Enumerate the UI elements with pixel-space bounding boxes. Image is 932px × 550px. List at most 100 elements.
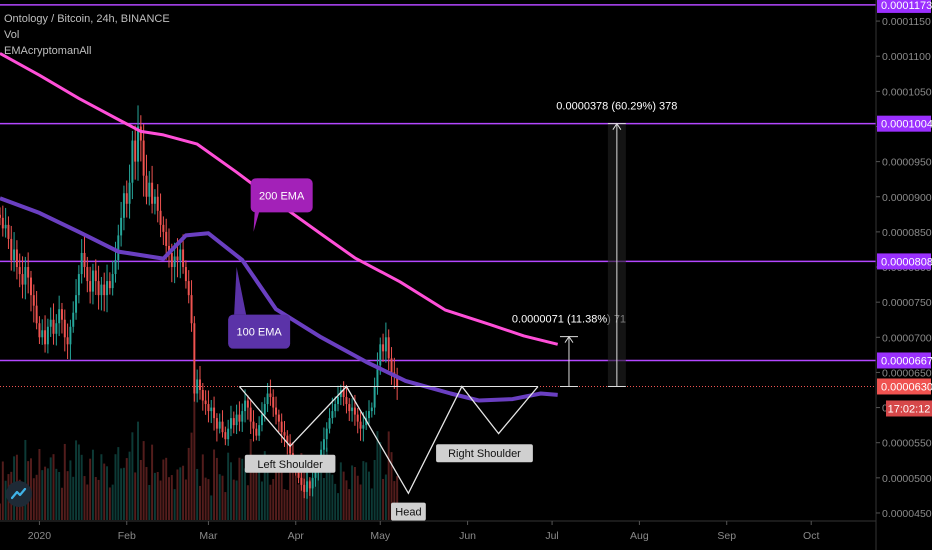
candle bbox=[246, 395, 249, 420]
candle-body bbox=[308, 481, 311, 489]
candle-body bbox=[86, 267, 89, 282]
candle-body bbox=[390, 358, 393, 373]
volume-bar bbox=[207, 479, 210, 520]
candle bbox=[373, 377, 376, 415]
volume-bar bbox=[362, 461, 365, 520]
candle-body bbox=[199, 379, 201, 390]
volume-bar bbox=[229, 462, 232, 520]
candle-body bbox=[142, 140, 145, 176]
candle-body bbox=[63, 319, 66, 338]
volume-bar bbox=[224, 492, 227, 520]
candle-body bbox=[314, 470, 317, 478]
volume-bar bbox=[139, 460, 142, 520]
candle-body bbox=[272, 397, 275, 408]
volume-bar bbox=[246, 485, 249, 520]
candle-body bbox=[266, 393, 269, 405]
candle-body bbox=[100, 284, 103, 296]
candle-body bbox=[44, 330, 47, 345]
price-tag-box bbox=[877, 378, 931, 395]
time-tick-label: Aug bbox=[630, 530, 649, 542]
volume-bar bbox=[72, 476, 75, 520]
time-tick-label: Mar bbox=[199, 530, 218, 542]
candle-body bbox=[29, 277, 32, 296]
volume-indicator-label[interactable]: Vol bbox=[4, 29, 20, 41]
candle bbox=[80, 239, 83, 284]
candle bbox=[10, 225, 13, 271]
candle-body bbox=[260, 414, 263, 426]
price-tick-label: 0.0000850 bbox=[882, 227, 932, 239]
candle bbox=[52, 303, 55, 345]
candle bbox=[18, 253, 21, 288]
candle bbox=[196, 369, 199, 403]
price-tag: 0.0000667 bbox=[877, 352, 932, 369]
candle-body bbox=[275, 407, 278, 415]
candle bbox=[139, 115, 142, 162]
candle bbox=[55, 314, 58, 346]
volume-bar bbox=[396, 476, 399, 520]
candle-body bbox=[384, 337, 387, 352]
measure-small-arrow bbox=[564, 335, 574, 343]
candle-body bbox=[187, 281, 190, 296]
volume-bar bbox=[322, 478, 325, 520]
candle bbox=[303, 478, 306, 499]
candle bbox=[89, 266, 92, 304]
candle bbox=[66, 323, 69, 360]
candle-body bbox=[159, 210, 162, 225]
ema200-label-text: 200 EMA bbox=[259, 190, 305, 202]
shoulder-label-box bbox=[391, 502, 426, 521]
candle bbox=[24, 256, 27, 300]
volume-bar bbox=[342, 471, 345, 520]
measure-large-text: 0.0000378 (60.29%) 378 bbox=[556, 101, 677, 113]
volume-bar bbox=[266, 460, 269, 520]
time-axis: 2020 Feb Mar Apr May Jun Jul Aug Sep Oct bbox=[0, 520, 876, 542]
candle bbox=[63, 309, 66, 352]
measure-large: 0.0000378 (60.29%) 378 bbox=[556, 101, 677, 387]
candle bbox=[134, 125, 137, 180]
price-tags: 0.00011730.00010040.00008080.00006670.00… bbox=[877, 0, 932, 417]
candle-body bbox=[353, 407, 356, 415]
candle-body bbox=[362, 425, 365, 429]
candle-body bbox=[91, 270, 94, 292]
volume-bar bbox=[44, 466, 47, 520]
candle-body bbox=[170, 252, 173, 268]
candle bbox=[4, 207, 7, 238]
candle-body bbox=[18, 267, 21, 275]
candle-body bbox=[72, 312, 75, 327]
candle-body bbox=[252, 421, 255, 429]
candle bbox=[266, 383, 269, 412]
candle-body bbox=[75, 295, 78, 313]
candle-body bbox=[117, 235, 120, 260]
candle-body bbox=[210, 407, 213, 412]
volume-bar bbox=[356, 475, 359, 520]
candle-body bbox=[128, 182, 131, 204]
volume-bar bbox=[227, 452, 230, 520]
volume-bar bbox=[159, 480, 162, 520]
symbol-title[interactable]: Ontology / Bitcoin, 24h, BINANCE bbox=[4, 13, 170, 25]
head-shoulders-pattern: Left Shoulder Head Right Shoulder bbox=[238, 385, 539, 521]
price-tick-label: 0.0000650 bbox=[882, 367, 932, 379]
candle bbox=[125, 180, 128, 218]
volume-bar bbox=[55, 468, 58, 520]
candle bbox=[184, 260, 187, 289]
candle bbox=[210, 399, 213, 424]
volume-bar bbox=[291, 458, 294, 520]
price-tick-label: 0.0000750 bbox=[882, 297, 932, 309]
volume-bar bbox=[148, 485, 151, 520]
price-tag-text: 0.0000630 bbox=[881, 381, 932, 393]
candle bbox=[27, 252, 30, 294]
volume-bar bbox=[77, 444, 80, 520]
candle bbox=[60, 302, 63, 334]
candle-body bbox=[232, 418, 235, 426]
tradingview-logo-icon[interactable] bbox=[6, 481, 32, 507]
ema-indicator-label[interactable]: EMAcryptomanAll bbox=[4, 45, 92, 57]
volume-bar bbox=[218, 474, 221, 520]
candle-body bbox=[52, 319, 55, 334]
volume-bar bbox=[60, 487, 63, 520]
volume-bar bbox=[244, 468, 247, 520]
price-tag-text: 0.0001173 bbox=[881, 0, 932, 12]
shoulder-label-box bbox=[244, 454, 336, 473]
candle-body bbox=[359, 421, 362, 429]
volume-bar bbox=[176, 469, 179, 520]
candle bbox=[328, 408, 331, 434]
